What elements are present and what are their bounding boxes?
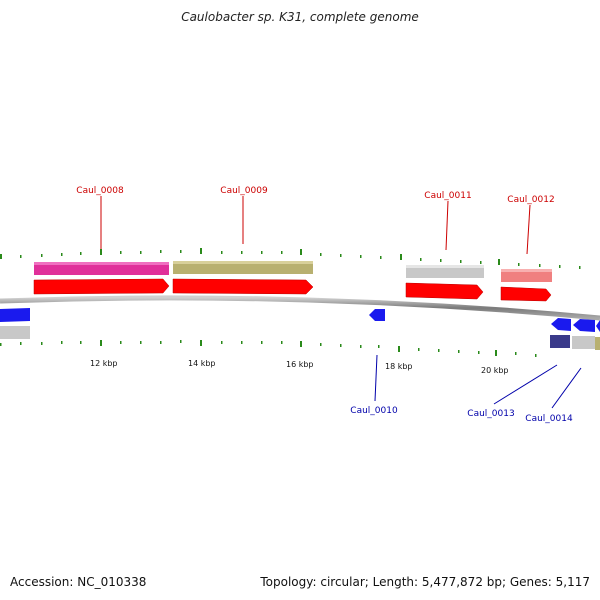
gene-label-caul-0011[interactable]: Caul_0011 xyxy=(424,191,471,201)
gene-caul-0011[interactable] xyxy=(406,265,484,278)
scale-label-20kbp: 20 kbp xyxy=(481,366,509,375)
cds-caul-0009-arrow[interactable] xyxy=(172,278,314,295)
topology-text: Topology: circular; Length: 5,477,872 bp… xyxy=(260,575,590,589)
gene-label-caul-0009[interactable]: Caul_0009 xyxy=(220,186,268,196)
gene-caul-0013[interactable] xyxy=(550,335,570,348)
label-line-caul-0010 xyxy=(374,354,378,402)
gene-left-edge[interactable] xyxy=(0,326,30,339)
accession-text: Accession: NC_010338 xyxy=(10,575,147,589)
gene-label-caul-0008[interactable]: Caul_0008 xyxy=(76,186,124,196)
scale-label-14kbp: 14 kbp xyxy=(188,359,216,368)
gene-caul-0009[interactable] xyxy=(173,261,313,274)
label-line-caul-0013 xyxy=(493,364,558,405)
genome-backbone xyxy=(0,295,600,321)
cds-caul-0013-arrow[interactable] xyxy=(551,318,571,331)
cds-caul-0014-arrow[interactable] xyxy=(573,319,595,332)
label-line-caul-0011 xyxy=(445,200,449,251)
gene-label-caul-0013[interactable]: Caul_0013 xyxy=(467,409,514,419)
gene-caul-0008[interactable] xyxy=(34,262,169,275)
cds-caul-0008-arrow[interactable] xyxy=(33,278,170,295)
gene-label-caul-0014[interactable]: Caul_0014 xyxy=(525,414,573,424)
label-line-caul-0012 xyxy=(526,204,531,255)
cds-caul-0012-arrow[interactable] xyxy=(500,286,552,302)
gene-label-caul-0010[interactable]: Caul_0010 xyxy=(350,406,398,416)
scale-label-12kbp: 12 kbp xyxy=(90,359,118,368)
cds-caul-0011-arrow[interactable] xyxy=(405,282,484,300)
scale-label-16kbp: 16 kbp xyxy=(286,360,314,369)
scale-label-18kbp: 18 kbp xyxy=(385,362,413,371)
cds-left-edge-arrow[interactable] xyxy=(0,308,30,322)
cds-caul-0010-arrow[interactable] xyxy=(369,309,385,321)
gene-right-edge[interactable] xyxy=(595,337,600,350)
upper-tick-row xyxy=(0,248,581,269)
label-line-caul-0014 xyxy=(551,367,582,409)
lower-tick-row xyxy=(0,340,537,357)
genome-title: Caulobacter sp. K31, complete genome xyxy=(181,10,419,24)
cds-right-edge-arrow[interactable] xyxy=(596,320,600,332)
gene-label-caul-0012[interactable]: Caul_0012 xyxy=(507,195,554,205)
gene-caul-0012[interactable] xyxy=(501,269,552,282)
gene-caul-0014[interactable] xyxy=(572,336,595,349)
